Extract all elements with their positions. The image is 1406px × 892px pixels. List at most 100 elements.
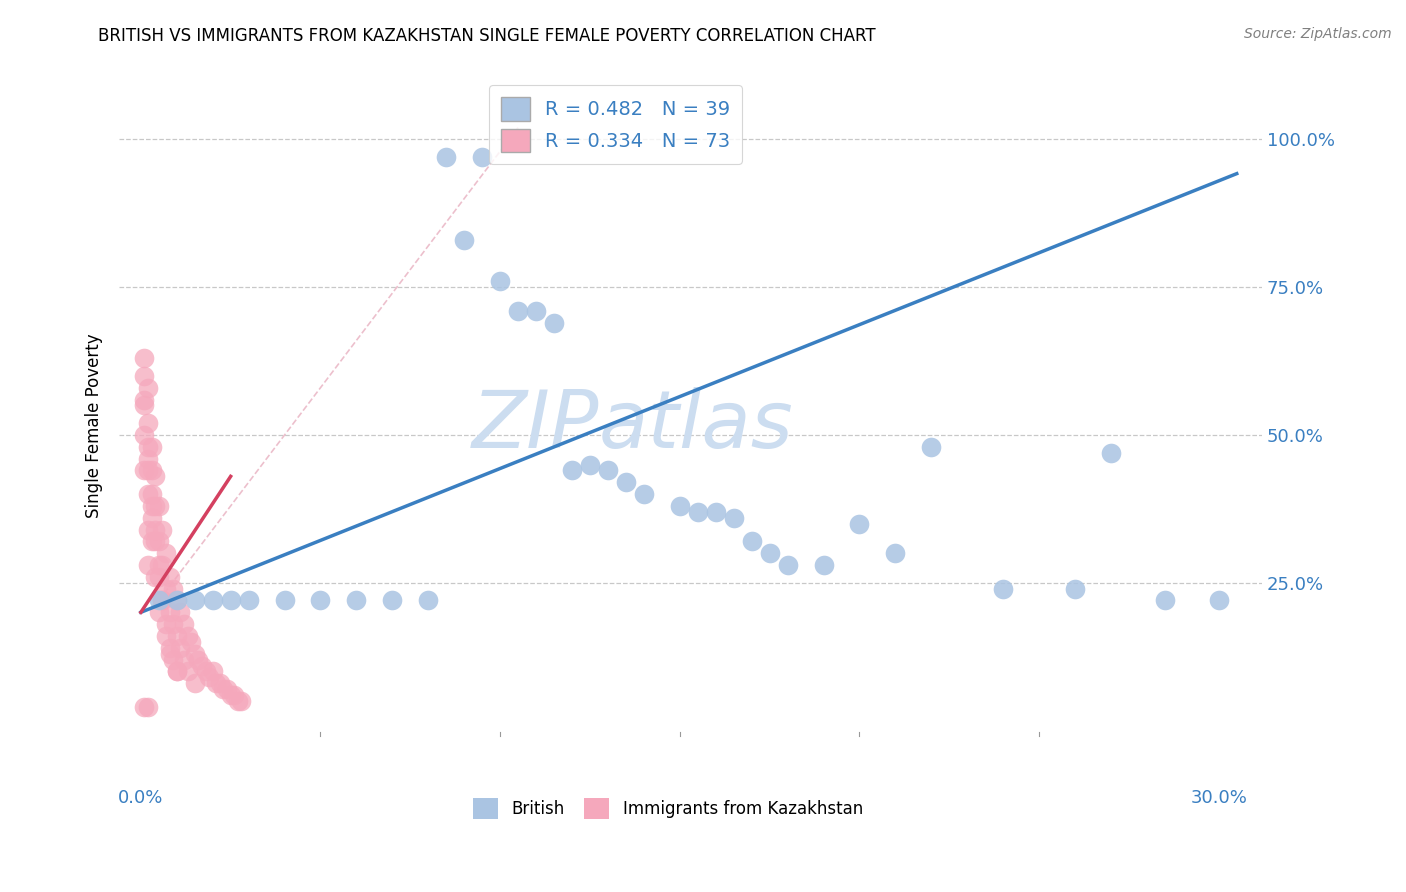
Point [143,499,166,513]
Point [173,617,195,632]
Point [434,150,457,164]
Point [1154,593,1177,607]
Point [273,593,295,607]
Point [162,617,184,632]
Point [201,665,224,679]
Point [136,699,159,714]
Point [813,558,835,572]
Point [162,582,184,596]
Point [208,676,231,690]
Point [169,640,191,655]
Point [1208,593,1230,607]
Point [169,605,191,619]
Point [1099,446,1122,460]
Point [187,652,209,666]
Text: Source: ZipAtlas.com: Source: ZipAtlas.com [1244,27,1392,41]
Point [723,510,745,524]
Point [136,487,159,501]
Point [758,546,780,560]
Point [148,593,170,607]
Y-axis label: Single Female Poverty: Single Female Poverty [86,334,103,518]
Point [155,582,177,596]
Point [136,381,159,395]
Point [183,676,205,690]
Point [134,399,156,413]
Point [194,665,217,679]
Point [226,694,249,708]
Point [143,534,166,549]
Point [224,688,246,702]
Point [166,665,188,679]
Point [136,451,159,466]
Point [134,392,156,407]
Point [159,640,181,655]
Point [134,699,156,714]
Point [183,593,205,607]
Point [166,593,188,607]
Point [212,682,235,697]
Point [508,304,530,318]
Point [561,463,583,477]
Point [159,570,181,584]
Point [148,534,170,549]
Point [471,150,494,164]
Point [176,665,198,679]
Point [183,647,205,661]
Point [148,499,170,513]
Point [141,463,163,477]
Point [848,516,870,531]
Point [219,593,242,607]
Point [543,316,565,330]
Point [704,505,727,519]
Point [159,647,181,661]
Point [141,440,163,454]
Point [141,499,163,513]
Point [346,593,368,607]
Point [141,534,163,549]
Point [219,688,242,702]
Point [134,463,156,477]
Point [489,274,512,288]
Point [136,463,159,477]
Point [166,665,188,679]
Point [776,558,799,572]
Point [198,670,221,684]
Point [155,546,177,560]
Point [884,546,907,560]
Point [134,368,156,383]
Point [148,570,170,584]
Point [166,593,188,607]
Point [141,487,163,501]
Point [143,570,166,584]
Point [231,694,253,708]
Point [148,558,170,572]
Point [136,416,159,430]
Point [143,469,166,483]
Point [309,593,332,607]
Point [920,440,942,454]
Text: BRITISH VS IMMIGRANTS FROM KAZAKHSTAN SINGLE FEMALE POVERTY CORRELATION CHART: BRITISH VS IMMIGRANTS FROM KAZAKHSTAN SI… [98,27,876,45]
Point [201,593,224,607]
Point [686,505,709,519]
Point [993,582,1015,596]
Point [524,304,547,318]
Point [453,233,475,247]
Point [180,635,202,649]
Point [173,652,195,666]
Point [162,652,184,666]
Point [136,558,159,572]
Point [136,523,159,537]
Point [176,629,198,643]
Point [136,440,159,454]
Point [1064,582,1087,596]
Point [141,510,163,524]
Text: atlas: atlas [599,387,794,465]
Point [191,658,214,673]
Legend: British, Immigrants from Kazakhstan: British, Immigrants from Kazakhstan [465,792,869,825]
Point [155,617,177,632]
Text: ZIP: ZIP [472,387,599,465]
Point [134,351,156,366]
Point [205,676,228,690]
Point [669,499,692,513]
Point [596,463,619,477]
